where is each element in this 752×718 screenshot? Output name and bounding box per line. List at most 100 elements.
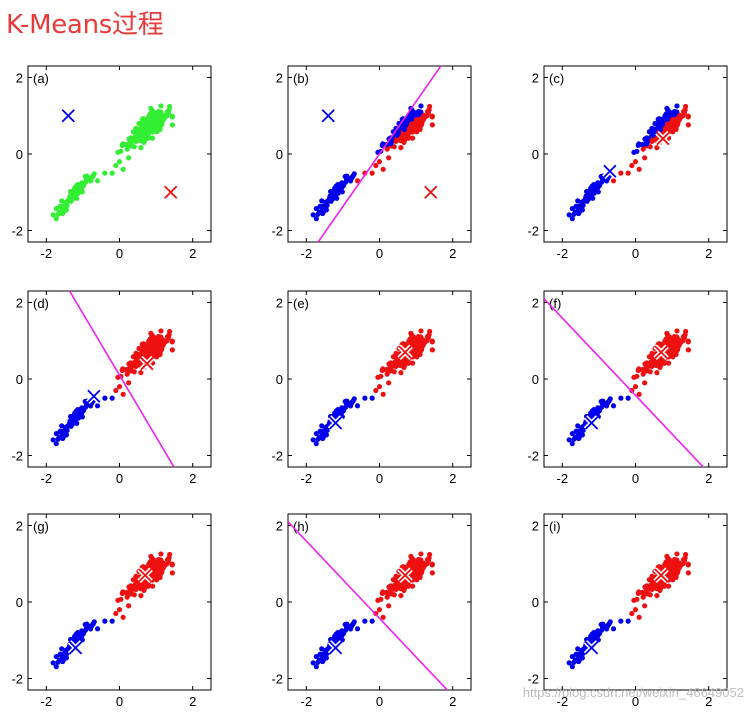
data-point bbox=[337, 187, 343, 193]
data-point bbox=[629, 162, 635, 169]
data-point bbox=[124, 594, 130, 600]
data-point bbox=[632, 159, 639, 165]
data-point bbox=[425, 335, 431, 341]
data-point bbox=[362, 618, 368, 624]
data-point bbox=[654, 593, 660, 599]
data-point bbox=[409, 360, 416, 366]
data-point bbox=[673, 351, 679, 358]
y-tick-label: 0 bbox=[16, 595, 23, 610]
data-point bbox=[102, 618, 108, 624]
data-point bbox=[640, 371, 646, 377]
data-point bbox=[373, 162, 379, 169]
data-point bbox=[403, 121, 410, 127]
data-point bbox=[664, 553, 670, 559]
data-point bbox=[420, 565, 426, 571]
data-point bbox=[601, 401, 607, 407]
data-point bbox=[685, 114, 691, 120]
centroid-marker bbox=[654, 568, 668, 582]
data-point bbox=[640, 141, 646, 148]
data-point bbox=[598, 179, 605, 185]
y-tick-label: 2 bbox=[532, 295, 539, 310]
data-point bbox=[681, 110, 687, 116]
data-point bbox=[569, 206, 575, 212]
data-point bbox=[335, 181, 341, 188]
data-point bbox=[380, 166, 386, 172]
data-point bbox=[149, 135, 156, 141]
scatter-plot: -2 2 0 0 2 -2 (h) bbox=[271, 513, 472, 709]
y-tick-label: -2 bbox=[527, 224, 539, 239]
data-point bbox=[636, 366, 642, 372]
data-point bbox=[59, 205, 65, 211]
data-point bbox=[50, 660, 56, 666]
data-point bbox=[634, 373, 640, 379]
data-point bbox=[582, 196, 588, 202]
data-point bbox=[640, 594, 646, 600]
data-point bbox=[165, 335, 171, 341]
data-point bbox=[576, 209, 582, 215]
data-point bbox=[159, 121, 165, 128]
data-point bbox=[674, 551, 680, 557]
centroid-marker bbox=[398, 568, 412, 582]
data-point bbox=[59, 653, 65, 659]
data-point bbox=[408, 116, 415, 122]
panel-label: (d) bbox=[33, 296, 49, 311]
data-point bbox=[636, 141, 642, 147]
data-point bbox=[138, 593, 144, 599]
data-point bbox=[378, 373, 384, 379]
data-point bbox=[319, 646, 325, 652]
data-point bbox=[632, 607, 639, 613]
centroid-marker bbox=[398, 345, 412, 359]
data-point bbox=[59, 423, 65, 429]
data-point bbox=[94, 403, 101, 409]
y-tick-label: 0 bbox=[276, 372, 283, 387]
data-point bbox=[133, 573, 139, 579]
x-tick-label: -2 bbox=[41, 694, 53, 709]
data-point bbox=[148, 341, 155, 347]
scatter-plot: -2 2 0 0 2 -2 (i) bbox=[527, 513, 728, 709]
data-point bbox=[109, 618, 115, 624]
data-point bbox=[120, 589, 126, 595]
data-point bbox=[75, 629, 81, 636]
data-point bbox=[53, 441, 59, 447]
data-point bbox=[429, 347, 435, 353]
y-tick-label: 2 bbox=[532, 70, 539, 85]
data-point bbox=[56, 434, 63, 440]
data-point bbox=[644, 135, 650, 141]
centroid-marker bbox=[140, 357, 154, 371]
data-point bbox=[593, 187, 599, 193]
data-point bbox=[579, 199, 585, 206]
y-tick-label: -2 bbox=[11, 449, 23, 464]
data-point bbox=[625, 170, 631, 176]
data-point bbox=[409, 583, 416, 589]
y-tick-label: 2 bbox=[276, 518, 283, 533]
y-tick-label: 0 bbox=[276, 595, 283, 610]
decision-boundary-line bbox=[317, 66, 442, 242]
data-point bbox=[63, 424, 69, 431]
data-point bbox=[685, 570, 691, 576]
data-point bbox=[158, 328, 164, 334]
data-point bbox=[429, 562, 435, 568]
data-point bbox=[60, 209, 66, 215]
y-tick-label: 0 bbox=[276, 147, 283, 162]
data-point bbox=[77, 412, 83, 418]
x-tick-label: 0 bbox=[376, 694, 383, 709]
data-point bbox=[118, 596, 124, 602]
data-point bbox=[642, 380, 648, 386]
y-tick-label: 2 bbox=[16, 70, 23, 85]
data-point bbox=[393, 573, 399, 579]
data-point bbox=[429, 339, 435, 345]
data-point bbox=[310, 212, 316, 218]
data-point bbox=[418, 328, 424, 334]
data-point bbox=[113, 610, 119, 617]
data-point bbox=[143, 121, 150, 127]
data-point bbox=[665, 122, 671, 129]
data-point bbox=[380, 589, 386, 595]
data-point bbox=[668, 112, 674, 118]
data-point bbox=[412, 560, 418, 566]
data-point bbox=[654, 370, 660, 376]
data-point bbox=[354, 626, 361, 632]
data-point bbox=[575, 198, 581, 204]
data-point bbox=[323, 199, 329, 206]
data-point bbox=[673, 574, 679, 581]
data-point bbox=[82, 627, 89, 633]
